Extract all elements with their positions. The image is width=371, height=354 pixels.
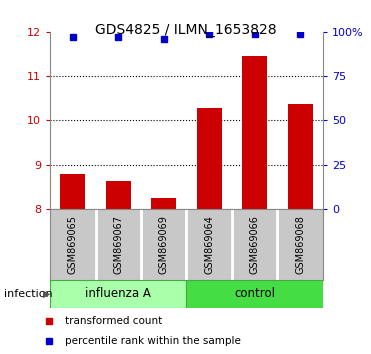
Text: percentile rank within the sample: percentile rank within the sample [65,336,241,346]
Bar [288,103,312,209]
Bar [187,280,323,308]
Bar [106,181,131,209]
Text: GSM869067: GSM869067 [113,215,123,274]
Text: GSM869069: GSM869069 [159,215,169,274]
Text: ▶: ▶ [43,289,50,299]
Bar [242,56,267,209]
Text: influenza A: influenza A [85,287,151,300]
Text: GSM869064: GSM869064 [204,215,214,274]
Text: infection: infection [4,289,52,299]
Bar [60,175,85,209]
Text: GSM869066: GSM869066 [250,215,260,274]
Bar [151,198,176,209]
Text: control: control [234,287,275,300]
Bar [197,108,221,209]
Text: GDS4825 / ILMN_1653828: GDS4825 / ILMN_1653828 [95,23,276,37]
Text: GSM869065: GSM869065 [68,215,78,274]
Text: GSM869068: GSM869068 [295,215,305,274]
Text: transformed count: transformed count [65,316,162,326]
Bar [50,280,187,308]
